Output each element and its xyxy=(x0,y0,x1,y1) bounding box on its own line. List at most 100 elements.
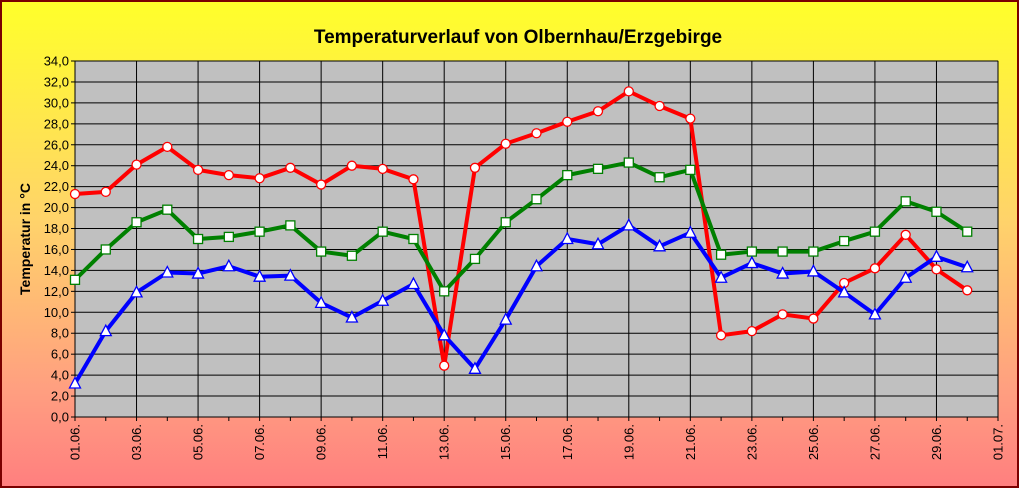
data-point xyxy=(929,249,944,262)
data-point xyxy=(591,236,605,250)
y-tick-label: 20,0 xyxy=(44,200,69,215)
data-point xyxy=(899,270,913,283)
data-point xyxy=(654,100,665,112)
data-point xyxy=(592,106,604,117)
data-point xyxy=(683,225,697,238)
data-point xyxy=(869,226,881,237)
x-tick-label: 29.06. xyxy=(929,424,944,460)
series-line xyxy=(74,89,969,368)
y-tick-label: 18,0 xyxy=(44,221,69,236)
data-point xyxy=(162,141,173,153)
y-tick-label: 16,0 xyxy=(44,242,69,257)
data-point xyxy=(654,172,665,183)
data-point xyxy=(931,206,942,217)
data-point xyxy=(131,217,142,228)
data-point xyxy=(223,231,234,243)
data-point xyxy=(192,164,204,176)
x-tick-label: 05.06. xyxy=(191,424,206,460)
data-point xyxy=(531,194,542,205)
data-point xyxy=(869,263,881,274)
y-tick-label: 34,0 xyxy=(44,54,69,69)
data-point xyxy=(806,264,820,277)
data-point xyxy=(839,235,850,247)
data-point xyxy=(408,174,419,185)
x-tick-label: 23.06. xyxy=(744,424,759,460)
data-point xyxy=(439,286,450,297)
data-point xyxy=(377,226,388,237)
x-tick-label: 01.07. xyxy=(991,424,1006,460)
data-point xyxy=(160,265,174,278)
data-point xyxy=(315,179,327,190)
data-point xyxy=(776,266,790,279)
data-point xyxy=(562,169,573,181)
data-point xyxy=(623,157,634,168)
y-tick-label: 28,0 xyxy=(44,116,69,131)
data-point xyxy=(468,361,482,374)
data-point xyxy=(162,204,173,215)
data-point xyxy=(254,226,265,237)
data-point xyxy=(746,325,758,337)
data-point xyxy=(69,274,81,285)
data-point xyxy=(314,295,328,309)
data-point xyxy=(192,233,204,245)
data-point xyxy=(652,238,667,252)
y-tick-label: 6,0 xyxy=(51,347,69,362)
x-tick-label: 01.06. xyxy=(68,424,83,460)
y-tick-label: 0,0 xyxy=(51,410,69,425)
y-tick-label: 12,0 xyxy=(44,284,69,299)
data-point xyxy=(283,268,297,281)
data-point xyxy=(685,113,696,124)
data-point xyxy=(346,250,358,261)
data-point xyxy=(900,196,911,207)
data-point xyxy=(808,246,819,257)
data-point xyxy=(100,244,111,255)
data-point xyxy=(131,159,142,170)
data-point xyxy=(437,327,451,341)
x-tick-label: 21.06. xyxy=(683,424,698,460)
data-point xyxy=(253,269,267,282)
y-tick-label: 14,0 xyxy=(44,263,69,278)
data-point xyxy=(254,173,265,184)
data-point xyxy=(900,229,911,240)
data-point xyxy=(962,285,973,296)
data-point xyxy=(499,312,513,325)
series-1 xyxy=(69,86,973,371)
x-tick-label: 07.06. xyxy=(252,424,267,460)
data-point xyxy=(500,217,511,228)
data-point xyxy=(531,128,542,139)
data-point xyxy=(837,284,851,298)
data-point xyxy=(376,293,390,306)
data-point xyxy=(285,220,296,231)
data-point xyxy=(377,163,388,174)
data-point xyxy=(222,258,236,272)
y-tick-label: 4,0 xyxy=(51,368,69,383)
data-point xyxy=(345,310,359,323)
data-point xyxy=(223,169,234,181)
data-point xyxy=(562,116,573,127)
data-point xyxy=(500,138,511,149)
data-point xyxy=(777,246,788,257)
data-point xyxy=(285,162,296,173)
data-point xyxy=(715,249,727,260)
y-tick-label: 30,0 xyxy=(44,95,69,110)
data-point xyxy=(408,233,419,245)
data-point xyxy=(931,264,942,275)
x-tick-labels: 01.06. 03.06. 05.06. 07.06. 09.06. 11.06. 13.0… xyxy=(68,424,1006,460)
y-tick-label: 32,0 xyxy=(44,74,69,89)
series-3 xyxy=(68,217,974,389)
data-point xyxy=(469,253,481,265)
data-point xyxy=(406,276,421,290)
data-point xyxy=(622,217,636,231)
data-point xyxy=(592,163,604,174)
y-tick-label: 22,0 xyxy=(44,179,69,194)
data-point xyxy=(99,323,113,337)
data-point xyxy=(808,313,819,324)
data-point xyxy=(560,231,574,245)
series-group xyxy=(68,86,974,389)
x-tick-label: 19.06. xyxy=(621,424,636,460)
y-tick-label: 2,0 xyxy=(51,389,69,404)
data-point xyxy=(439,360,450,371)
data-point xyxy=(623,86,634,97)
